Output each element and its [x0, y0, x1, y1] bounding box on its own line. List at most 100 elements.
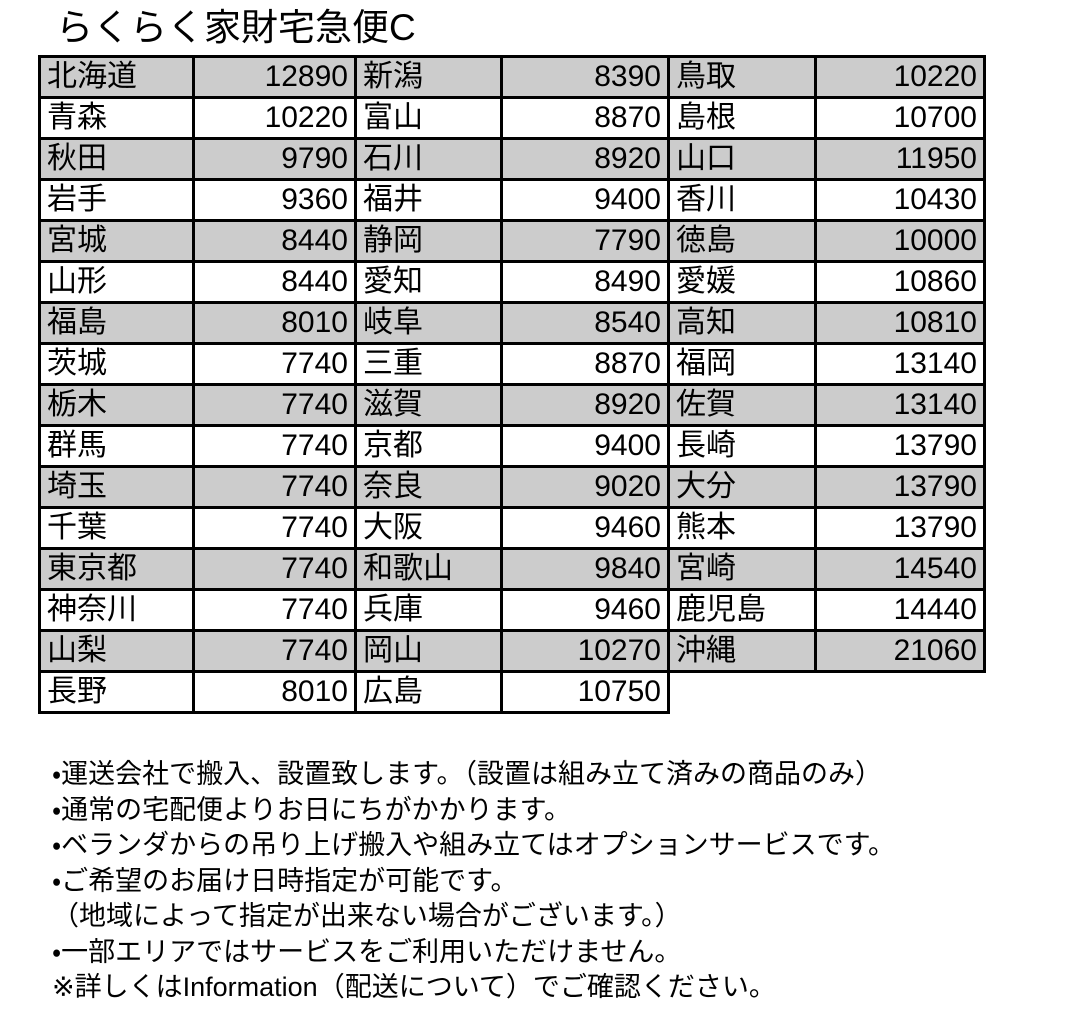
price-cell: 8010 [192, 301, 357, 345]
notes-list: ・運送会社で搬入、設置致します。（設置は組み立て済みの商品のみ） ・通常の宅配便よ… [52, 757, 1072, 1006]
prefecture-cell: 山梨 [38, 629, 195, 673]
prefecture-cell: 京都 [354, 424, 503, 468]
table-row: 北海道 12890 新潟 8390 鳥取 10220 [38, 55, 986, 99]
note-line: ※詳しくはInformation（配送について）でご確認ください。 [52, 972, 776, 1002]
price-cell: 10860 [814, 260, 986, 304]
empty-cell [668, 671, 816, 713]
prefecture-cell: 福岡 [667, 342, 817, 386]
prefecture-cell: 奈良 [354, 465, 503, 509]
prefecture-cell: 静岡 [354, 219, 503, 263]
prefecture-cell: 大阪 [354, 506, 503, 550]
price-cell: 8010 [192, 670, 357, 714]
table-row: 栃木 7740 滋賀 8920 佐賀 13140 [38, 383, 986, 427]
table-body: 北海道 12890 新潟 8390 鳥取 10220 青森 10220 富山 8870 島根 1070… [38, 55, 986, 714]
price-cell: 8920 [500, 137, 670, 181]
price-cell: 7740 [192, 465, 357, 509]
price-cell: 7740 [192, 506, 357, 550]
prefecture-cell: 秋田 [38, 137, 195, 181]
price-cell: 13790 [814, 424, 986, 468]
table-row: 宮城 8440 静岡 7790 徳島 10000 [38, 219, 986, 263]
price-cell: 8920 [500, 383, 670, 427]
price-cell: 21060 [814, 629, 986, 673]
table-row: 群馬 7740 京都 9400 長崎 13790 [38, 424, 986, 468]
price-cell: 12890 [192, 55, 357, 99]
note-line: ・運送会社で搬入、設置致します。（設置は組み立て済みの商品のみ） [52, 759, 882, 789]
prefecture-cell: 沖縄 [667, 629, 817, 673]
price-cell: 9400 [500, 178, 670, 222]
prefecture-cell: 長野 [38, 670, 195, 714]
prefecture-cell: 埼玉 [38, 465, 195, 509]
note-line: ・ベランダからの吊り上げ搬入や組み立てはオプションサービスです。 [52, 830, 895, 860]
price-cell: 13790 [814, 465, 986, 509]
price-cell: 8870 [500, 96, 670, 140]
price-cell: 9360 [192, 178, 357, 222]
note-line: ・通常の宅配便よりお日にちがかかります。 [52, 794, 571, 825]
prefecture-cell: 愛媛 [667, 260, 817, 304]
price-cell: 13140 [814, 383, 986, 427]
note-line: ・ご希望のお届け日時指定が可能です。 [52, 865, 518, 896]
table-row: 山梨 7740 岡山 10270 沖縄 21060 [38, 629, 986, 673]
price-cell: 9460 [500, 506, 670, 550]
table-row: 岩手 9360 福井 9400 香川 10430 [38, 178, 986, 222]
prefecture-cell: 新潟 [354, 55, 503, 99]
price-cell: 9460 [500, 588, 670, 632]
prefecture-cell: 宮城 [38, 219, 195, 263]
table-row: 東京都 7740 和歌山 9840 宮崎 14540 [38, 547, 986, 591]
prefecture-cell: 東京都 [38, 547, 195, 591]
prefecture-cell: 長崎 [667, 424, 817, 468]
price-cell: 7740 [192, 547, 357, 591]
table-row: 山形 8440 愛知 8490 愛媛 10860 [38, 260, 986, 304]
note-line: （地域によって指定が出来ない場合がございます。） [52, 901, 682, 931]
prefecture-cell: 福井 [354, 178, 503, 222]
prefecture-cell: 高知 [667, 301, 817, 345]
prefecture-cell: 滋賀 [354, 383, 503, 427]
price-cell: 10430 [814, 178, 986, 222]
price-cell: 10220 [192, 96, 357, 140]
prefecture-cell: 香川 [667, 178, 817, 222]
prefecture-cell: 千葉 [38, 506, 195, 550]
price-cell: 10220 [814, 55, 986, 99]
prefecture-cell: 富山 [354, 96, 503, 140]
price-cell: 8490 [500, 260, 670, 304]
price-cell: 9840 [500, 547, 670, 591]
table-row: 千葉 7740 大阪 9460 熊本 13790 [38, 506, 986, 550]
price-cell: 9400 [500, 424, 670, 468]
price-cell: 7740 [192, 383, 357, 427]
prefecture-cell: 熊本 [667, 506, 817, 550]
note-line: ・一部エリアではサービスをご利用いただけません。 [52, 936, 682, 967]
price-cell: 7740 [192, 424, 357, 468]
price-cell: 8870 [500, 342, 670, 386]
price-cell: 13790 [814, 506, 986, 550]
prefecture-cell: 徳島 [667, 219, 817, 263]
price-cell: 8540 [500, 301, 670, 345]
price-cell: 10700 [814, 96, 986, 140]
price-cell: 7740 [192, 342, 357, 386]
prefecture-cell: 兵庫 [354, 588, 503, 632]
prefecture-cell: 茨城 [38, 342, 195, 386]
prefecture-cell: 神奈川 [38, 588, 195, 632]
prefecture-cell: 群馬 [38, 424, 195, 468]
table-row: 秋田 9790 石川 8920 山口 11950 [38, 137, 986, 181]
prefecture-cell: 石川 [354, 137, 503, 181]
price-cell: 11950 [814, 137, 986, 181]
prefecture-cell: 広島 [354, 670, 503, 714]
prefecture-cell: 鹿児島 [667, 588, 817, 632]
table-row: 青森 10220 富山 8870 島根 10700 [38, 96, 986, 140]
prefecture-cell: 栃木 [38, 383, 195, 427]
prefecture-cell: 愛知 [354, 260, 503, 304]
price-cell: 9790 [192, 137, 357, 181]
shipping-fee-table: 北海道 12890 新潟 8390 鳥取 10220 青森 10220 富山 8870 島根 1070… [38, 55, 986, 714]
table-row: 茨城 7740 三重 8870 福岡 13140 [38, 342, 986, 386]
table-row: 神奈川 7740 兵庫 9460 鹿児島 14440 [38, 588, 986, 632]
prefecture-cell: 岩手 [38, 178, 195, 222]
prefecture-cell: 佐賀 [667, 383, 817, 427]
prefecture-cell: 山形 [38, 260, 195, 304]
price-cell: 14440 [814, 588, 986, 632]
price-cell: 14540 [814, 547, 986, 591]
price-cell: 13140 [814, 342, 986, 386]
price-cell: 7740 [192, 588, 357, 632]
prefecture-cell: 福島 [38, 301, 195, 345]
price-cell: 7740 [192, 629, 357, 673]
price-cell: 10810 [814, 301, 986, 345]
